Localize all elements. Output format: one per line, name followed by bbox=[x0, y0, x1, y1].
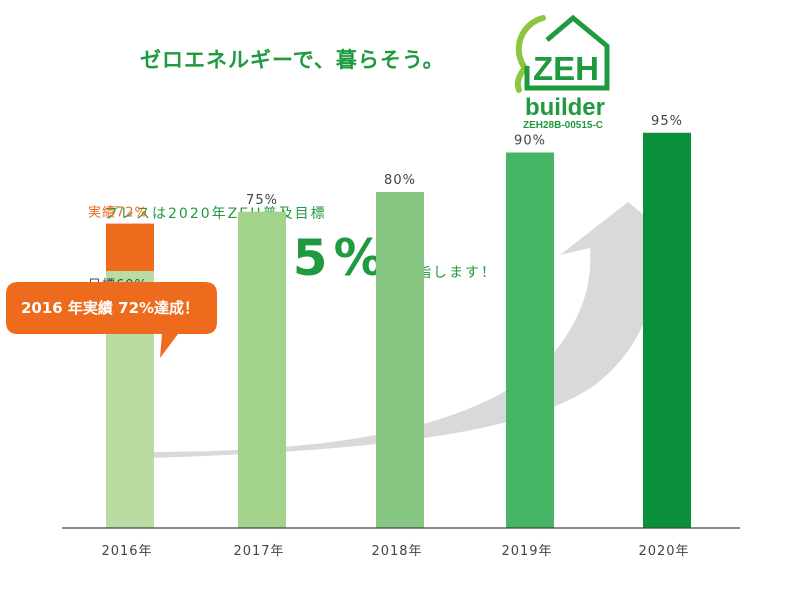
x-tick-label-4: 2020年 bbox=[638, 544, 689, 559]
logo-zeh-text: ZEH bbox=[533, 50, 599, 87]
trend-arrow bbox=[150, 202, 690, 458]
headline: ゼロエネルギーで、暮らそう。 bbox=[140, 48, 445, 72]
bar-1 bbox=[238, 211, 286, 528]
zeh-builder-logo: ZEH builder bbox=[514, 14, 610, 121]
x-tick-label-2: 2018年 bbox=[371, 544, 422, 559]
bar-actual-2016 bbox=[106, 223, 154, 271]
callout-text: 2016 年実績 72%達成！ bbox=[20, 299, 200, 317]
bar-value-label-1: 75% bbox=[246, 193, 278, 208]
actual-value-label: 実績72% bbox=[88, 205, 148, 221]
x-tick-label-3: 2019年 bbox=[501, 544, 552, 559]
x-tick-label-0: 2016年 bbox=[101, 544, 152, 559]
bar-4 bbox=[643, 132, 691, 528]
bar-value-label-3: 90% bbox=[514, 134, 546, 149]
bar-2 bbox=[376, 192, 424, 528]
bar-value-label-4: 95% bbox=[651, 114, 683, 129]
logo-code: ZEH28B-00515-C bbox=[522, 120, 604, 131]
bar-3 bbox=[506, 152, 554, 528]
logo-builder-text: builder bbox=[525, 94, 605, 121]
callout-bubble bbox=[6, 282, 217, 358]
x-tick-label-1: 2017年 bbox=[233, 544, 284, 559]
bar-value-label-2: 80% bbox=[384, 173, 416, 188]
